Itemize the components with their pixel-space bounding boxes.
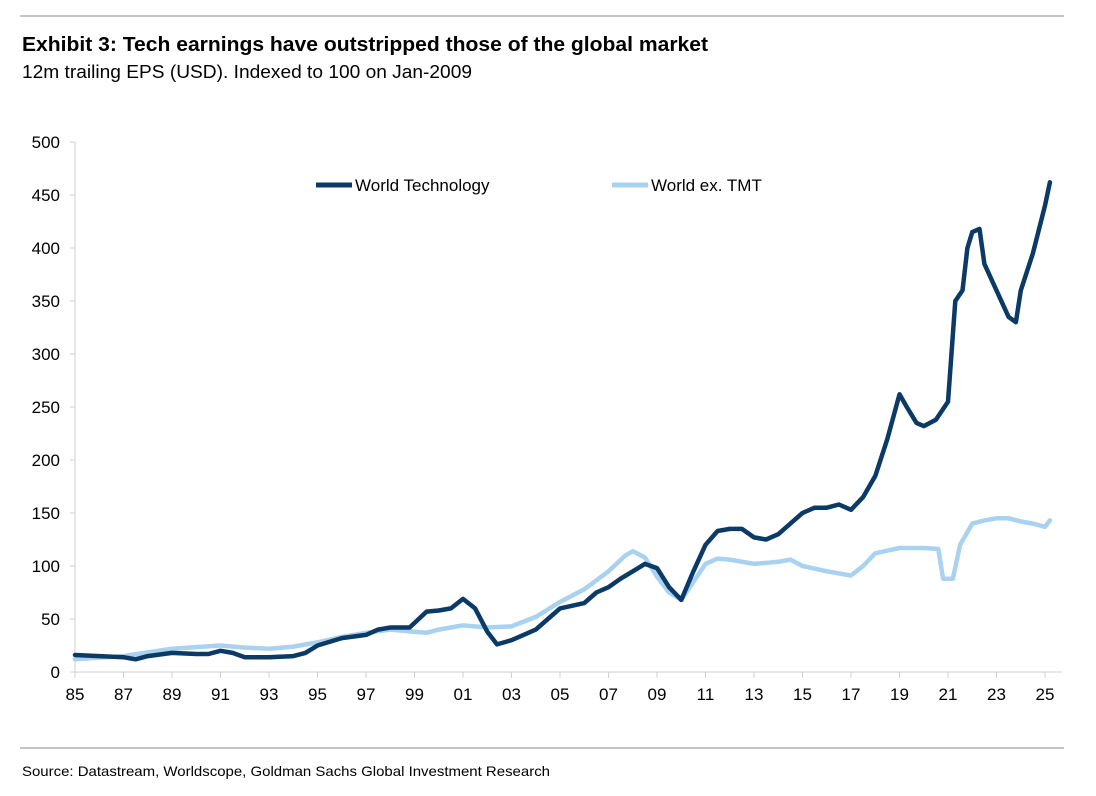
x-tick-label: 99 — [405, 685, 424, 704]
legend-label-world-technology: World Technology — [355, 176, 490, 195]
x-tick-label: 97 — [357, 685, 376, 704]
x-tick-label: 89 — [163, 685, 182, 704]
x-tick-label: 15 — [793, 685, 812, 704]
x-axis-ticks: 85 87 89 91 93 95 97 99 01 03 05 07 09 11 13 15 17 19 21 23… — [66, 672, 1055, 704]
y-tick-label: 0 — [51, 663, 60, 682]
x-tick-label: 91 — [211, 685, 230, 704]
series-line-world-technology — [72, 180, 1053, 662]
x-tick-label: 17 — [842, 685, 861, 704]
source-note: Source: Datastream, Worldscope, Goldman … — [22, 763, 550, 779]
x-tick-label: 19 — [890, 685, 909, 704]
x-tick-label: 87 — [114, 685, 133, 704]
x-tick-label: 03 — [502, 685, 521, 704]
y-tick-label: 300 — [32, 345, 60, 364]
y-axis-ticks: 0 50 100 150 200 250 300 350 400 450 500 — [32, 133, 75, 682]
legend-label-world-ex-tmt: World ex. TMT — [651, 176, 762, 195]
chart-subtitle: 12m trailing EPS (USD). Indexed to 100 o… — [22, 62, 472, 82]
x-tick-label: 05 — [551, 685, 570, 704]
legend: World Technology World ex. TMT — [316, 176, 762, 195]
x-tick-label: 01 — [454, 685, 473, 704]
x-tick-label: 95 — [308, 685, 327, 704]
x-tick-label: 93 — [260, 685, 279, 704]
y-tick-label: 50 — [41, 610, 60, 629]
x-tick-label: 85 — [66, 685, 85, 704]
x-tick-label: 09 — [648, 685, 667, 704]
series-line-world-ex-tmt — [72, 516, 1053, 662]
y-tick-label: 100 — [32, 557, 60, 576]
y-tick-label: 500 — [32, 133, 60, 152]
y-tick-label: 350 — [32, 292, 60, 311]
y-tick-label: 400 — [32, 239, 60, 258]
x-tick-label: 11 — [697, 685, 715, 704]
x-tick-label: 23 — [987, 685, 1006, 704]
x-tick-label: 25 — [1036, 685, 1055, 704]
y-tick-label: 450 — [32, 186, 60, 205]
x-tick-label: 21 — [939, 685, 958, 704]
y-tick-label: 150 — [32, 504, 60, 523]
y-tick-label: 200 — [32, 451, 60, 470]
x-tick-label: 07 — [599, 685, 618, 704]
series-lines — [72, 180, 1053, 662]
chart-title: Exhibit 3: Tech earnings have outstrippe… — [22, 34, 708, 56]
x-tick-label: 13 — [745, 685, 764, 704]
y-tick-label: 250 — [32, 398, 60, 417]
